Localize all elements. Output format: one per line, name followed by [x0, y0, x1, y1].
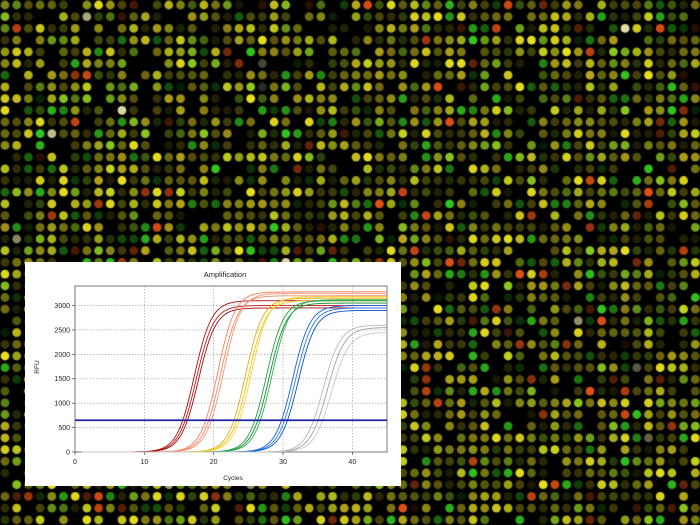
chart-title: Amplification — [204, 270, 247, 279]
y-tick-label: 2500 — [54, 327, 70, 334]
amplification-curves — [81, 291, 388, 453]
x-axis-label: Cycles — [223, 475, 243, 482]
plot-border — [74, 285, 388, 453]
y-tick-label: 500 — [58, 425, 70, 432]
y-tick-label: 1000 — [54, 401, 70, 408]
y-tick-label: 3000 — [54, 303, 70, 310]
x-tick-label: 10 — [140, 459, 148, 466]
amplification-curve — [81, 332, 388, 453]
plot-area — [74, 285, 388, 453]
x-axis-ticks: 0 10 20 30 40 — [73, 452, 356, 466]
y-tick-label: 0 — [66, 449, 70, 456]
x-tick-label: 30 — [279, 459, 287, 466]
y-tick-label: 2000 — [54, 352, 70, 359]
x-tick-label: 0 — [73, 459, 77, 466]
amplification-chart: Amplification 0 500 1000 1500 2000 2500 3000 0… — [34, 270, 388, 482]
amplification-chart-panel: Amplification 0 500 1000 1500 2000 2500 3000 0… — [25, 262, 401, 486]
y-tick-label: 1500 — [54, 376, 70, 383]
chart-grid — [75, 286, 387, 452]
x-tick-label: 40 — [348, 459, 356, 466]
x-tick-label: 20 — [210, 459, 218, 466]
y-axis-ticks: 0 500 1000 1500 2000 2500 3000 — [54, 303, 75, 456]
y-axis-label: RFU — [34, 360, 41, 374]
